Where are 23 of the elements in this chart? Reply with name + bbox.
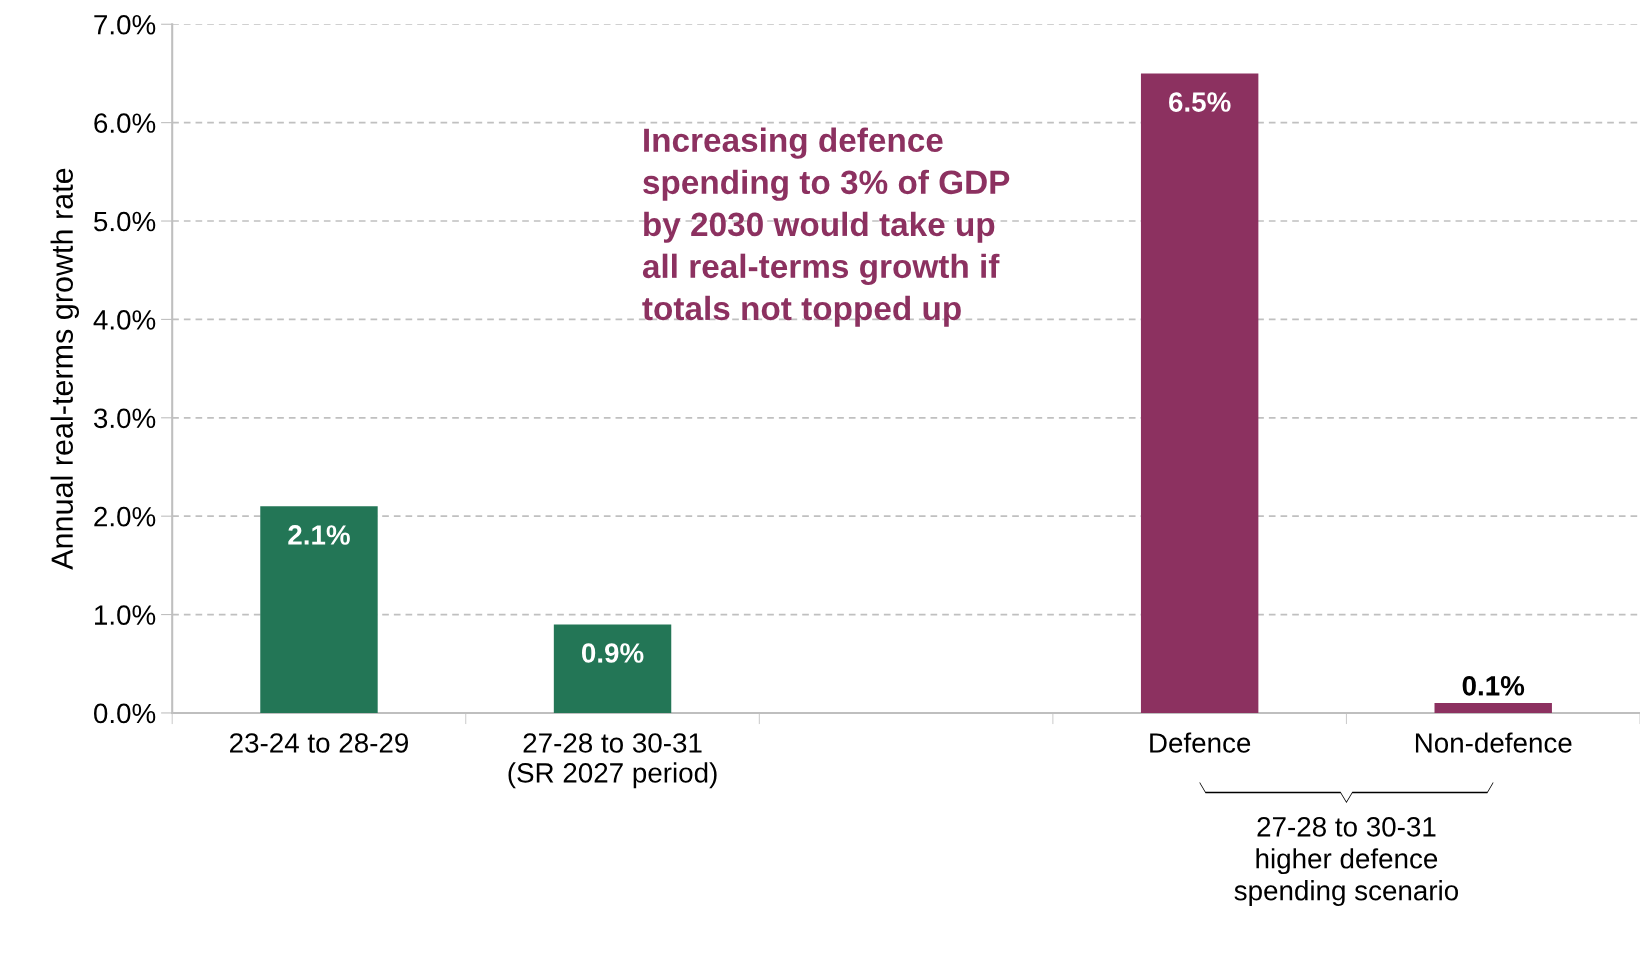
y-axis-title: Annual real-terms growth rate (50, 168, 80, 570)
data-label: 2.1% (288, 525, 350, 545)
annotation: Increasing defence spending to 3% of GDP by 2030 would take up all real-terms growth if totals not topped up (642, 127, 1010, 327)
x-tick-label: 23-24 to 28-29 (230, 733, 409, 753)
text: 27-28 to 30-31 higher defence spending scenario (1234, 816, 1459, 907)
y-tick-label: 1.0% (95, 605, 156, 625)
data-label: 6.5% (1169, 92, 1231, 112)
x-tick-label: Non-defence (1415, 732, 1572, 753)
x-tick-label: 27-28 to 30-31 (SR 2027 period) (508, 733, 717, 789)
data-label: 0.1% (1462, 675, 1525, 696)
y-tick-label: 0.0% (94, 703, 156, 724)
y-tick-label: 7.0% (94, 14, 156, 35)
x-tick-label: Defence (1150, 732, 1251, 753)
bar (553, 624, 672, 713)
y-tick-label: 2.0% (94, 506, 156, 527)
y-tick-label: 6.0% (94, 113, 156, 133)
y-tick-label: 5.0% (94, 211, 156, 232)
y-tick-label: 4.0% (93, 310, 156, 330)
bar (260, 506, 378, 713)
bar (1434, 703, 1552, 713)
y-tick-label: 3.0% (93, 408, 156, 429)
bar (1140, 73, 1259, 713)
data-label: 0.9% (581, 643, 644, 663)
